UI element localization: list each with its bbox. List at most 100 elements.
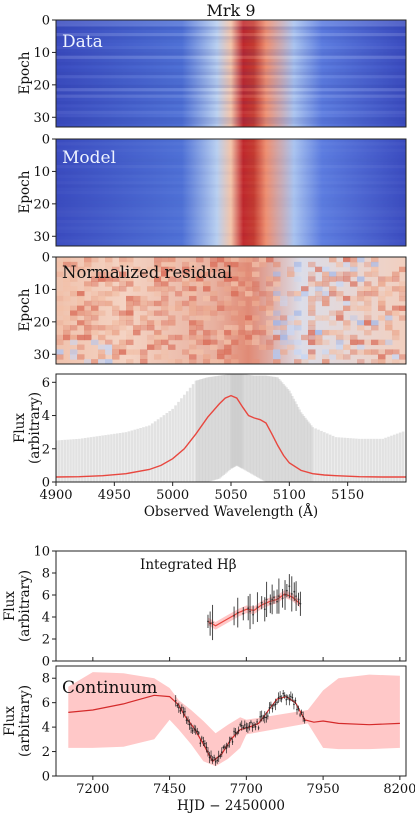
residual-cell [385,325,393,331]
residual-cell [105,257,113,263]
residual-cell [189,329,197,336]
residual-cell [154,276,162,282]
residual-cell [217,281,225,287]
residual-cell [168,271,176,277]
residual-cell [63,315,71,321]
model-frame [55,138,407,247]
residual-cell [224,344,232,350]
residual-cell [189,300,197,307]
residual-cell [210,291,218,297]
residual-cell [259,291,267,297]
continuum-point [277,696,280,699]
hbeta-panel: Integrated Hβ 0 2 4 6 8 10 Flux (arbitrary) [2,545,407,670]
residual-cell [287,339,295,346]
spectrum-ylabel-2: (arbitrary) [27,392,43,464]
residual-cell [217,334,225,341]
residual-cell [119,257,127,263]
residual-cell [140,305,148,311]
residual-cell [182,310,190,316]
residual-cell [224,305,232,311]
residual-cell [252,359,260,364]
residual-cell [378,276,386,282]
residual-y-tick-label: 30 [33,348,50,363]
residual-cell [161,266,169,273]
residual-cell [315,315,323,321]
residual-cell [308,329,316,336]
residual-cell [70,325,78,331]
residual-cell [196,305,204,311]
residual-cell [168,344,176,350]
residual-cell [161,281,169,287]
data-epoch-row [56,91,406,95]
continuum-point [297,707,300,710]
residual-cell [217,305,225,311]
residual-cell [371,359,379,364]
residual-cell [238,329,246,336]
residual-cell [336,261,344,268]
residual-cell [133,349,141,355]
residual-cell [91,320,99,326]
residual-cell [259,257,267,263]
residual-cell [224,286,232,292]
residual-cell [378,291,386,297]
residual-cell [91,310,99,316]
spectrum-x-tick-label: 4900 [39,488,72,503]
residual-cell [385,339,393,346]
residual-cell [147,339,155,346]
residual-cell [91,295,99,302]
residual-cell [161,257,169,263]
data-epoch-row [56,114,406,117]
residual-cell [245,257,253,263]
residual-cell [63,329,71,336]
residual-cell [294,339,302,346]
residual-yticks: 0 10 20 30 [33,251,56,363]
residual-cell [329,271,337,277]
residual-cell [133,266,141,273]
residual-cell [119,281,127,287]
residual-cell [182,281,190,287]
residual-cell [217,349,225,355]
data-frame [55,19,407,128]
residual-cell [322,300,330,307]
residual-cell [147,266,155,273]
residual-cell [287,315,295,321]
continuum-point [194,729,197,731]
residual-cell [70,276,78,282]
residual-cell [378,349,386,355]
residual-cell [91,300,99,307]
residual-cell [126,339,134,346]
residual-cell [161,261,169,268]
continuum-point [236,732,238,734]
residual-cell [364,339,372,346]
residual-cell [77,344,85,350]
residual-cell [364,305,372,311]
residual-cell [294,349,302,355]
residual-cell [343,295,351,302]
spectrum-plot [56,374,406,482]
residual-cell [175,305,183,311]
residual-cell [77,295,85,302]
residual-cell [189,359,197,364]
model-epoch-row [56,214,406,217]
continuum-point [178,706,180,709]
residual-cell [77,320,85,326]
residual-cell [266,300,274,307]
residual-cell [329,257,337,263]
residual-cell [301,291,309,297]
continuum-point [207,750,209,753]
residual-cell [112,276,120,282]
continuum-x-tick-label: 8200 [383,782,415,797]
residual-cell [196,349,204,355]
residual-cell [203,354,211,360]
continuum-point [204,742,206,745]
residual-cell [252,295,260,302]
residual-cell [350,339,358,346]
hbeta-point [273,596,275,599]
hbeta-ylabel-1: Flux [2,591,18,621]
residual-cell [329,320,337,326]
residual-cell [322,295,330,302]
model-epoch-row [56,217,406,220]
continuum-point [196,730,199,733]
residual-cell [203,281,211,287]
